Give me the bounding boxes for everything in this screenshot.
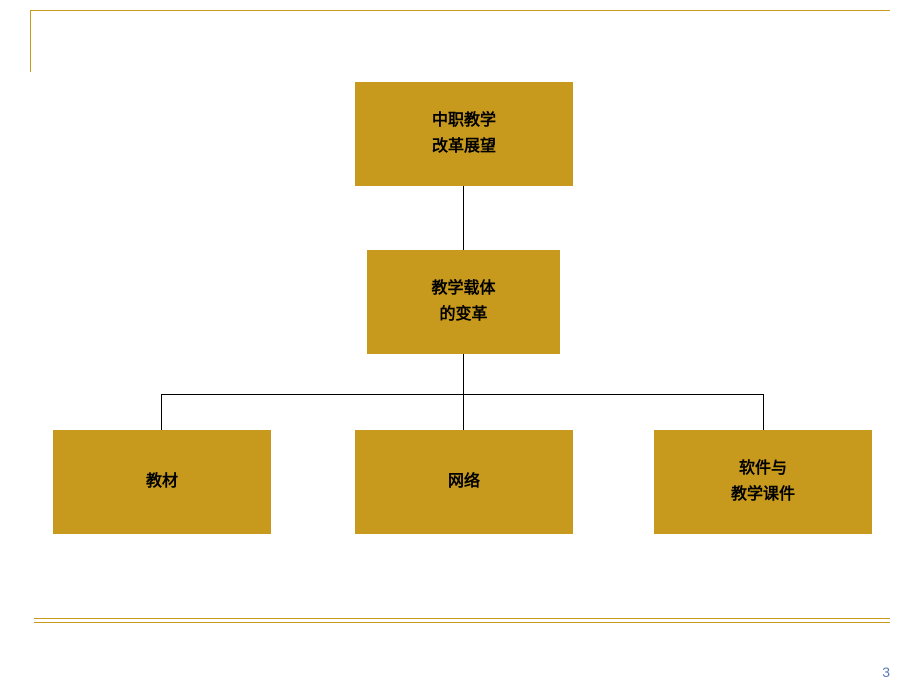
slide: 中职教学 改革展望 教学载体 的变革 教材 网络 软件与 教学课件 3 xyxy=(0,0,920,690)
footer-rule-2 xyxy=(34,622,890,623)
node-mid-line2: 的变革 xyxy=(439,302,487,328)
node-leaf-3-line2: 教学课件 xyxy=(731,482,795,508)
connector-leaf-2 xyxy=(463,394,464,430)
footer-rule-1 xyxy=(34,618,890,619)
connector-root-mid xyxy=(463,186,464,250)
node-root: 中职教学 改革展望 xyxy=(355,82,573,186)
frame-top-border xyxy=(30,10,890,11)
frame-left-border xyxy=(30,10,31,72)
node-leaf-1: 教材 xyxy=(53,430,271,534)
node-leaf-2-line1: 网络 xyxy=(448,469,480,495)
node-leaf-3-line1: 软件与 xyxy=(739,456,787,482)
node-root-line2: 改革展望 xyxy=(432,134,496,160)
page-number: 3 xyxy=(882,664,890,680)
node-leaf-1-line1: 教材 xyxy=(146,469,178,495)
connector-leaf-3 xyxy=(763,394,764,430)
node-leaf-3: 软件与 教学课件 xyxy=(654,430,872,534)
node-root-line1: 中职教学 xyxy=(432,108,496,134)
node-mid-line1: 教学载体 xyxy=(431,276,495,302)
connector-mid-down xyxy=(463,354,464,394)
connector-leaf-1 xyxy=(161,394,162,430)
node-mid: 教学载体 的变革 xyxy=(367,250,560,354)
node-leaf-2: 网络 xyxy=(355,430,573,534)
connector-horizontal-bar xyxy=(161,394,763,395)
